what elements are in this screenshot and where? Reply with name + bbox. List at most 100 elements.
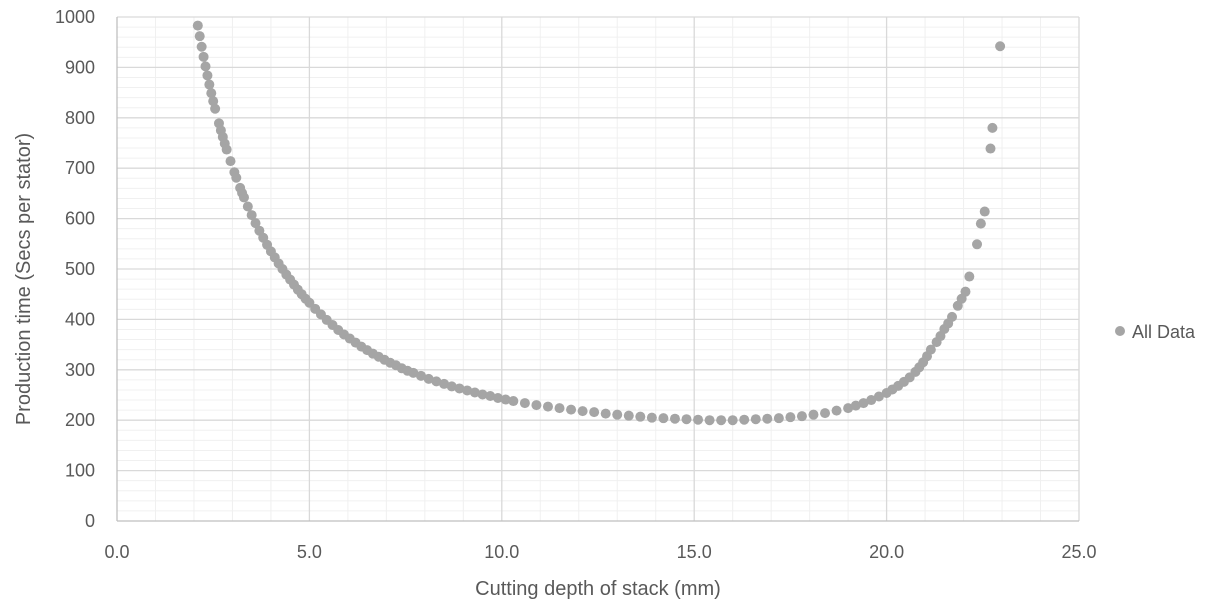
data-point xyxy=(210,103,221,114)
data-point xyxy=(635,411,646,422)
data-point xyxy=(796,411,807,422)
data-point xyxy=(727,415,738,426)
data-point xyxy=(566,404,577,415)
data-point xyxy=(762,413,773,424)
data-point xyxy=(972,239,983,250)
data-point xyxy=(646,412,657,423)
y-tick-label: 300 xyxy=(65,360,95,380)
x-tick-label: 0.0 xyxy=(104,542,129,562)
data-point xyxy=(231,172,242,183)
minor-gridlines xyxy=(117,17,1079,521)
legend: All Data xyxy=(1115,322,1196,342)
data-point xyxy=(987,122,998,133)
data-point xyxy=(693,414,704,425)
data-point xyxy=(225,156,236,167)
data-point xyxy=(995,41,1006,52)
y-tick-label: 700 xyxy=(65,158,95,178)
data-point xyxy=(681,414,692,425)
y-tick-label: 600 xyxy=(65,209,95,229)
data-point xyxy=(469,387,480,398)
data-point xyxy=(200,61,211,72)
data-point xyxy=(246,210,257,221)
data-point xyxy=(196,41,207,52)
data-point xyxy=(600,408,611,419)
data-point xyxy=(208,96,219,107)
data-point xyxy=(492,393,503,404)
y-tick-label: 1000 xyxy=(55,7,95,27)
data-point xyxy=(500,394,511,405)
y-tick-label: 0 xyxy=(85,511,95,531)
x-tick-label: 25.0 xyxy=(1061,542,1096,562)
data-point xyxy=(439,378,450,389)
data-point xyxy=(206,88,217,99)
x-tick-label: 10.0 xyxy=(484,542,519,562)
data-point xyxy=(589,407,600,418)
data-point xyxy=(415,370,426,381)
data-point xyxy=(408,367,419,378)
x-axis-title: Cutting depth of stack (mm) xyxy=(475,578,721,600)
data-point xyxy=(773,413,784,424)
data-point xyxy=(612,409,623,420)
data-point xyxy=(979,206,990,217)
data-point xyxy=(750,414,761,425)
data-point xyxy=(964,271,975,282)
data-point xyxy=(519,398,530,409)
data-point xyxy=(866,395,877,406)
data-point xyxy=(577,406,588,417)
data-point xyxy=(508,396,519,407)
data-point xyxy=(242,201,253,212)
data-point xyxy=(623,410,634,421)
data-point xyxy=(843,403,854,414)
data-point xyxy=(221,144,232,155)
y-tick-label: 500 xyxy=(65,259,95,279)
legend-marker xyxy=(1115,326,1125,336)
data-point xyxy=(202,70,213,81)
data-point xyxy=(454,383,465,394)
data-point xyxy=(462,385,473,396)
y-axis-tick-labels: 0 100 200 300 400 500 600 700 800 900 1000 xyxy=(55,7,95,531)
major-gridlines xyxy=(117,16,1080,521)
y-tick-label: 100 xyxy=(65,461,95,481)
data-point xyxy=(985,143,996,154)
data-point xyxy=(850,400,861,411)
y-tick-label: 900 xyxy=(65,57,95,77)
data-point xyxy=(975,218,986,229)
data-point xyxy=(831,405,842,416)
data-point xyxy=(925,344,936,355)
data-point xyxy=(858,398,869,409)
data-point xyxy=(542,401,553,412)
data-point xyxy=(716,415,727,426)
data-point xyxy=(485,391,496,402)
data-point xyxy=(960,286,971,297)
data-point xyxy=(238,192,249,203)
data-point xyxy=(658,413,669,424)
data-point xyxy=(820,408,831,419)
data-point xyxy=(250,218,261,229)
data-point xyxy=(785,412,796,423)
y-tick-label: 400 xyxy=(65,309,95,329)
data-point xyxy=(431,376,442,387)
data-point xyxy=(808,409,819,420)
x-tick-label: 15.0 xyxy=(677,542,712,562)
y-axis-title: Production time (Secs per stator) xyxy=(13,133,35,425)
data-point xyxy=(554,403,565,414)
data-point xyxy=(192,20,203,31)
data-point xyxy=(194,31,205,42)
data-point xyxy=(669,413,680,424)
data-point xyxy=(873,391,884,402)
data-point xyxy=(477,389,488,400)
data-point xyxy=(446,381,457,392)
data-point xyxy=(531,400,542,411)
data-point xyxy=(423,373,434,384)
data-point xyxy=(704,415,715,426)
data-point xyxy=(739,414,750,425)
x-tick-label: 20.0 xyxy=(869,542,904,562)
data-point xyxy=(204,79,215,90)
data-point xyxy=(947,311,958,322)
x-tick-label: 5.0 xyxy=(297,542,322,562)
data-points xyxy=(192,20,1006,426)
y-tick-label: 200 xyxy=(65,410,95,430)
legend-label: All Data xyxy=(1132,322,1196,342)
y-tick-label: 800 xyxy=(65,108,95,128)
